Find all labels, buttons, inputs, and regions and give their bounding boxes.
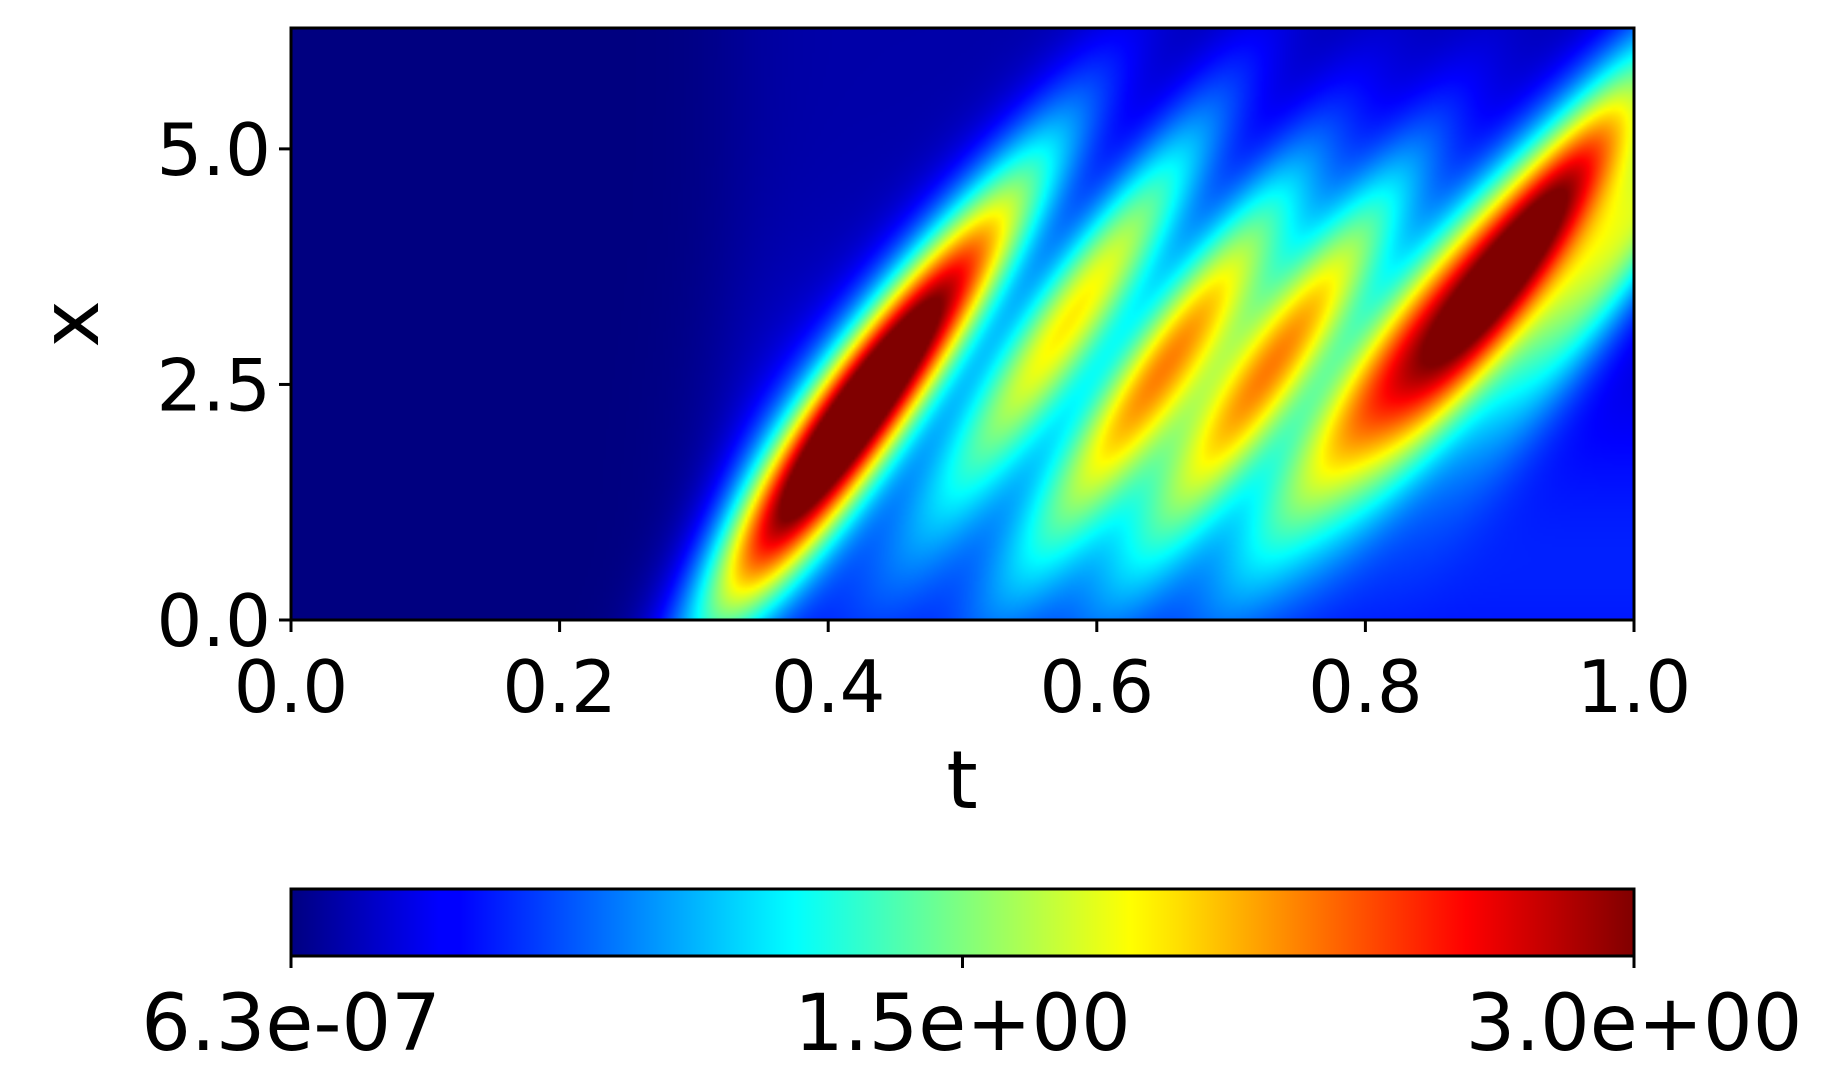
x-tick-label: 0.0	[234, 645, 349, 729]
x-tick-label: 0.6	[1040, 645, 1155, 729]
y-tick-label: 2.5	[156, 343, 271, 427]
y-axis-label: x	[24, 300, 117, 347]
x-axis-label: t	[946, 734, 977, 827]
colorbar-ticks: 6.3e-07 1.5e+00 3.0e+00	[141, 956, 1802, 1069]
colorbar-tick-label: 6.3e-07	[141, 979, 440, 1069]
colorbar-tick-label: 3.0e+00	[1466, 979, 1803, 1069]
plot-frame	[289, 26, 1636, 622]
x-axis-ticks: 0.0 0.2 0.4 0.6 0.8 1.0	[234, 620, 1692, 729]
y-tick-label: 5.0	[156, 108, 271, 192]
y-tick-label: 0.0	[156, 579, 271, 663]
x-tick-label: 1.0	[1577, 645, 1692, 729]
y-axis-ticks: 0.0 2.5 5.0	[156, 108, 291, 663]
x-tick-label: 0.8	[1308, 645, 1423, 729]
colorbar	[289, 887, 1636, 958]
x-tick-label: 0.2	[502, 645, 617, 729]
x-tick-label: 0.4	[771, 645, 886, 729]
colorbar-tick-label: 1.5e+00	[794, 979, 1131, 1069]
heatmap-image	[291, 28, 1634, 620]
